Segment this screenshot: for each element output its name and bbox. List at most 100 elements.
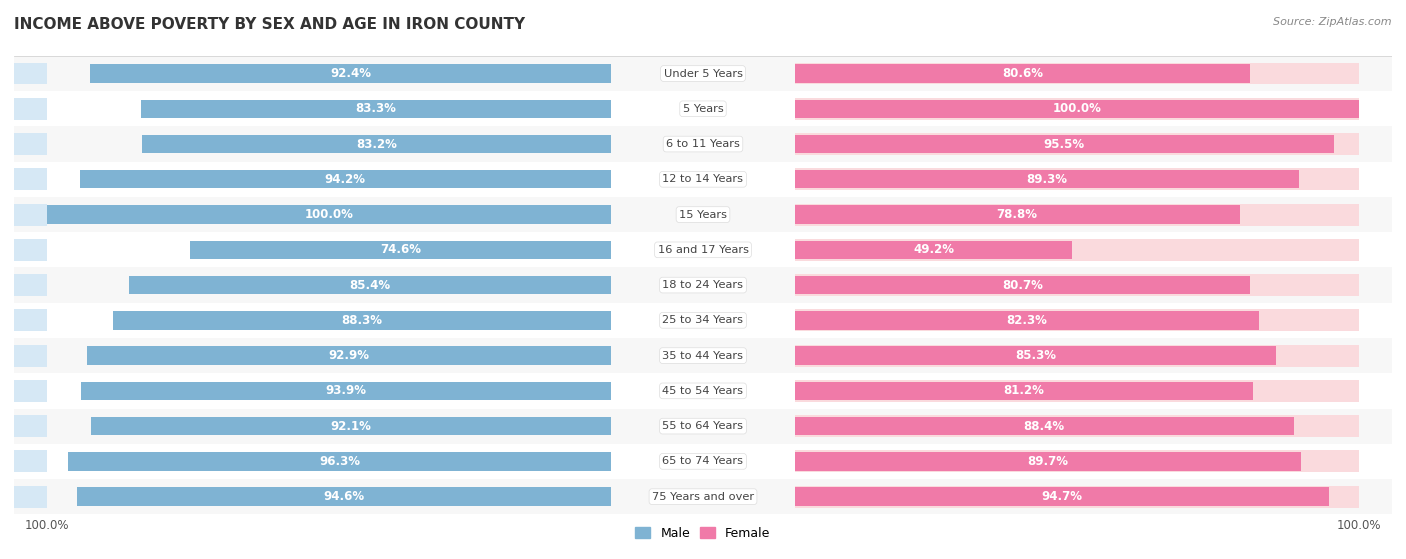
Bar [794, 451, 1360, 472]
Bar [794, 170, 1299, 188]
Bar [14, 338, 1392, 373]
Bar [14, 91, 1392, 126]
Bar [14, 479, 1392, 514]
Legend: Male, Female: Male, Female [630, 522, 776, 544]
Bar [142, 135, 612, 153]
Bar [794, 452, 1301, 471]
Text: 88.3%: 88.3% [342, 314, 382, 327]
Bar [794, 382, 1253, 400]
Bar [80, 170, 612, 188]
Text: Source: ZipAtlas.com: Source: ZipAtlas.com [1274, 17, 1392, 27]
Bar [794, 203, 1360, 225]
Bar [0, 239, 46, 260]
Bar [14, 373, 1392, 409]
Bar [0, 203, 46, 225]
Text: 74.6%: 74.6% [380, 243, 422, 257]
Text: 96.3%: 96.3% [319, 455, 360, 468]
Bar [794, 274, 1360, 296]
Bar [0, 63, 46, 84]
Text: 100.0%: 100.0% [1053, 102, 1101, 115]
Text: 81.2%: 81.2% [1004, 385, 1045, 397]
Text: 92.9%: 92.9% [329, 349, 370, 362]
Bar [14, 197, 1392, 232]
Bar [0, 345, 46, 367]
Bar [0, 168, 46, 190]
Bar [0, 415, 46, 437]
Bar [794, 310, 1360, 331]
Bar [91, 417, 612, 435]
Text: 95.5%: 95.5% [1043, 138, 1085, 150]
Text: 45 to 54 Years: 45 to 54 Years [662, 386, 744, 396]
Text: 12 to 14 Years: 12 to 14 Years [662, 174, 744, 184]
Bar [46, 205, 612, 224]
Bar [794, 347, 1277, 365]
Bar [14, 56, 1392, 91]
Text: 80.6%: 80.6% [1001, 67, 1043, 80]
Bar [794, 487, 1329, 506]
Bar [141, 100, 612, 118]
Text: 6 to 11 Years: 6 to 11 Years [666, 139, 740, 149]
Bar [14, 444, 1392, 479]
Bar [0, 380, 46, 402]
Text: 80.7%: 80.7% [1002, 278, 1043, 292]
Bar [794, 100, 1360, 118]
Bar [14, 303, 1392, 338]
Bar [14, 162, 1392, 197]
Text: 92.1%: 92.1% [330, 420, 371, 433]
Bar [794, 241, 1073, 259]
Text: 89.3%: 89.3% [1026, 173, 1067, 186]
Bar [190, 241, 612, 259]
Bar [794, 63, 1360, 84]
Text: 89.7%: 89.7% [1028, 455, 1069, 468]
Bar [794, 380, 1360, 402]
Text: 49.2%: 49.2% [912, 243, 955, 257]
Text: 35 to 44 Years: 35 to 44 Years [662, 350, 744, 361]
Bar [0, 98, 46, 120]
Bar [794, 486, 1360, 508]
Text: 65 to 74 Years: 65 to 74 Years [662, 456, 744, 466]
Text: 5 Years: 5 Years [683, 104, 723, 114]
Bar [0, 274, 46, 296]
Bar [0, 451, 46, 472]
Bar [112, 311, 612, 329]
Bar [794, 345, 1360, 367]
Bar [14, 409, 1392, 444]
Bar [794, 415, 1360, 437]
Text: 94.6%: 94.6% [323, 490, 364, 503]
Bar [67, 452, 612, 471]
Bar [82, 382, 612, 400]
Bar [0, 486, 46, 508]
Bar [129, 276, 612, 294]
Text: 25 to 34 Years: 25 to 34 Years [662, 315, 744, 325]
Text: 75 Years and over: 75 Years and over [652, 492, 754, 501]
Bar [14, 267, 1392, 303]
Bar [794, 64, 1250, 83]
Text: 94.2%: 94.2% [325, 173, 366, 186]
Bar [0, 310, 46, 331]
Bar [794, 205, 1240, 224]
Text: 83.3%: 83.3% [356, 102, 396, 115]
Bar [794, 276, 1250, 294]
Bar [90, 64, 612, 83]
Text: 94.7%: 94.7% [1042, 490, 1083, 503]
Text: 92.4%: 92.4% [330, 67, 371, 80]
Text: INCOME ABOVE POVERTY BY SEX AND AGE IN IRON COUNTY: INCOME ABOVE POVERTY BY SEX AND AGE IN I… [14, 17, 526, 32]
Bar [77, 487, 612, 506]
Text: 78.8%: 78.8% [997, 208, 1038, 221]
Text: 15 Years: 15 Years [679, 210, 727, 220]
Text: 16 and 17 Years: 16 and 17 Years [658, 245, 748, 255]
Text: 100.0%: 100.0% [305, 208, 353, 221]
Bar [14, 232, 1392, 267]
Bar [794, 133, 1360, 155]
Bar [794, 168, 1360, 190]
Text: 55 to 64 Years: 55 to 64 Years [662, 421, 744, 431]
Text: Under 5 Years: Under 5 Years [664, 69, 742, 78]
Text: 85.3%: 85.3% [1015, 349, 1056, 362]
Bar [794, 98, 1360, 120]
Bar [14, 126, 1392, 162]
Bar [794, 311, 1260, 329]
Text: 82.3%: 82.3% [1007, 314, 1047, 327]
Text: 83.2%: 83.2% [356, 138, 396, 150]
Bar [794, 239, 1360, 260]
Bar [0, 133, 46, 155]
